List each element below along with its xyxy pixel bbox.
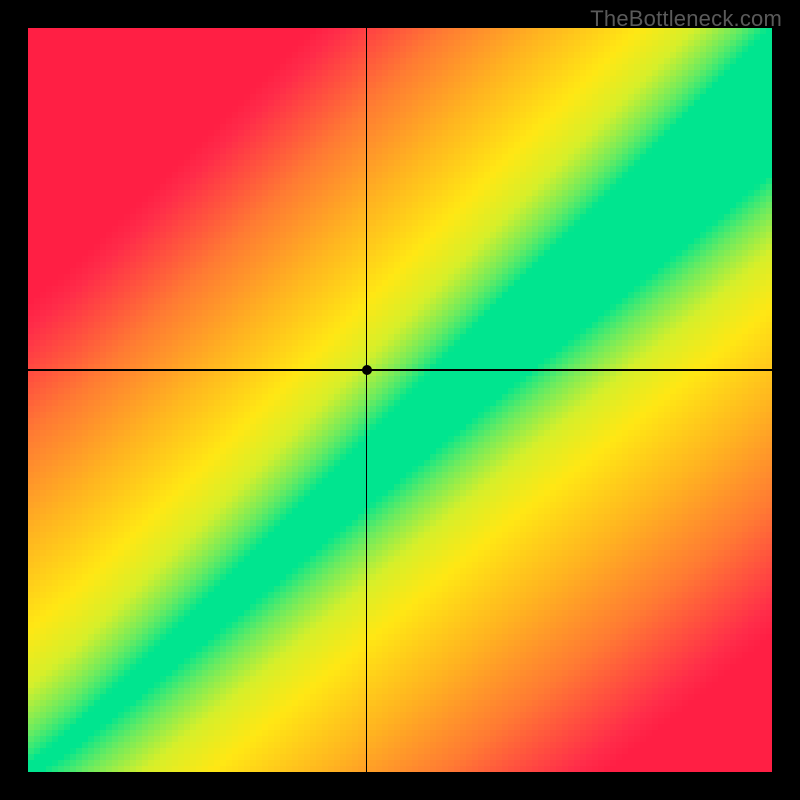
frame-left xyxy=(0,0,28,800)
watermark-text: TheBottleneck.com xyxy=(590,6,782,32)
bottleneck-heatmap xyxy=(28,28,772,772)
crosshair-horizontal xyxy=(28,369,772,371)
frame-bottom xyxy=(0,772,800,800)
frame-right xyxy=(772,0,800,800)
crosshair-marker xyxy=(362,365,372,375)
chart-root: { "watermark": { "text": "TheBottleneck.… xyxy=(0,0,800,800)
crosshair-vertical xyxy=(366,28,368,772)
